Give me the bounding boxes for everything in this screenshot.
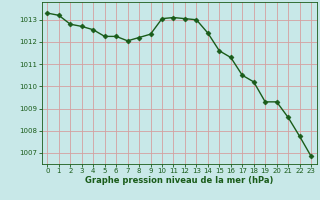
X-axis label: Graphe pression niveau de la mer (hPa): Graphe pression niveau de la mer (hPa)	[85, 176, 273, 185]
